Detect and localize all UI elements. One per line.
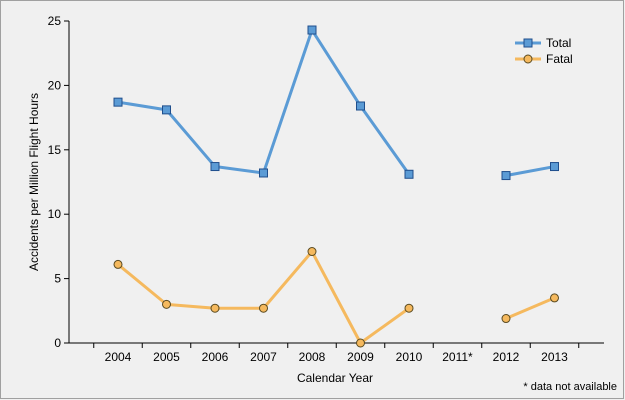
x-tick-label: 2009 [347, 350, 374, 364]
data-point-total [113, 97, 123, 107]
series-line-total [117, 28, 411, 176]
data-point-fatal [210, 303, 220, 313]
x-tick-label: 2010 [396, 350, 423, 364]
x-axis-title: Calendar Year [297, 371, 373, 385]
data-point-total [404, 169, 414, 179]
series-line-fatal [505, 296, 556, 320]
data-point-total [501, 171, 511, 181]
data-point-total [210, 162, 220, 172]
y-tick-label: 0 [54, 336, 61, 350]
legend-marker [523, 54, 533, 64]
footnote: * data not available [523, 381, 617, 393]
x-tick-label: 2004 [105, 350, 132, 364]
legend-item-total: Total [515, 36, 571, 50]
data-point-fatal [356, 338, 365, 348]
data-point-fatal [501, 314, 511, 324]
data-point-fatal [550, 293, 559, 303]
x-tick-label: 2008 [299, 350, 326, 364]
data-point-total [550, 162, 559, 172]
data-point-total [307, 25, 317, 35]
x-tick-label: 2005 [153, 350, 180, 364]
data-point-fatal [113, 259, 123, 269]
legend-label: Total [546, 36, 571, 50]
y-tick-label: 25 [48, 14, 62, 28]
data-point-total [259, 168, 268, 178]
data-point-total [162, 105, 171, 115]
y-tick-label: 20 [48, 78, 62, 92]
x-tick-label: 2006 [202, 350, 229, 364]
series-line-fatal [117, 250, 410, 345]
data-point-fatal [259, 303, 268, 313]
legend-item-fatal: Fatal [515, 52, 573, 66]
legend: Total Fatal [515, 36, 573, 66]
series-line-total [505, 165, 555, 178]
legend-marker [523, 38, 533, 48]
y-axis-title: Accidents per Million Flight Hours [27, 93, 41, 271]
data-point-total [356, 101, 365, 111]
chart-axes: 0 5 10 15 20 25 2004 2005 2006 2007 2008 2009 2010 20… [48, 14, 604, 364]
x-tick-label: 2011* [442, 350, 473, 364]
x-tick-label: 2007 [250, 350, 277, 364]
x-tick-label: 2012 [493, 350, 520, 364]
data-point-fatal [162, 299, 171, 309]
y-tick-label: 10 [48, 207, 62, 221]
x-tick-label: 2013 [541, 350, 568, 364]
series-markers [113, 25, 559, 348]
y-tick-label: 5 [54, 272, 61, 286]
y-tick-label: 15 [48, 143, 62, 157]
series-lines [117, 28, 556, 345]
data-point-fatal [404, 303, 414, 313]
legend-label: Fatal [546, 52, 573, 66]
data-point-fatal [307, 247, 317, 257]
